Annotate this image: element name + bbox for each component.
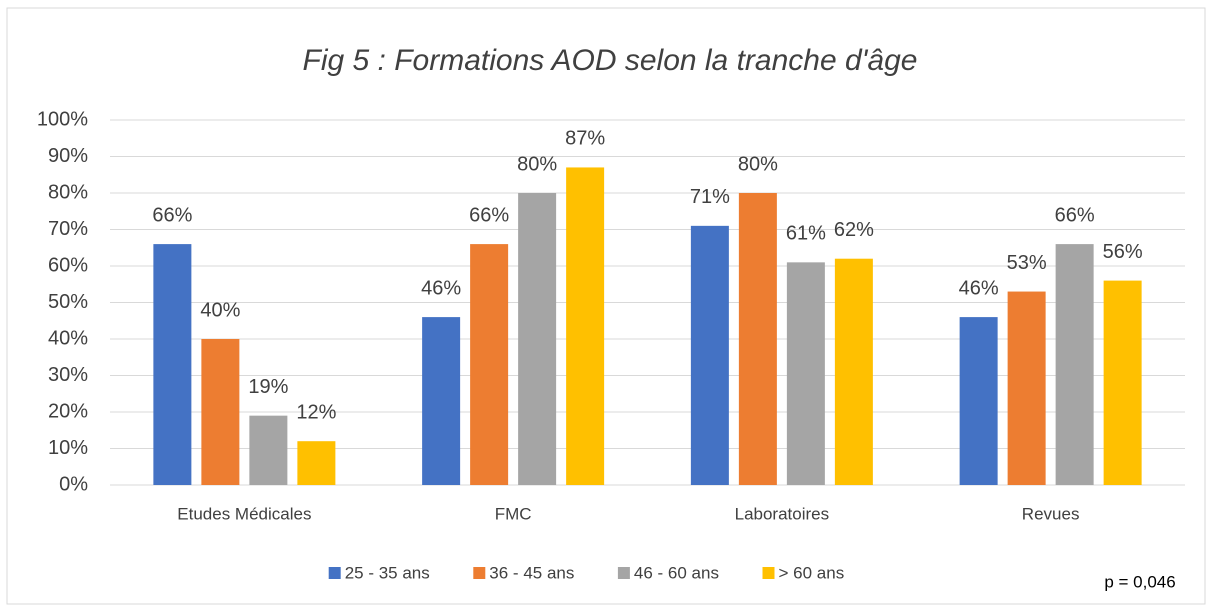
bar — [834, 258, 873, 485]
y-tick-label: 10% — [48, 437, 88, 459]
data-label: 12% — [296, 401, 336, 423]
y-tick-label: 30% — [48, 364, 88, 386]
bar — [566, 167, 605, 485]
x-tick-label: Revues — [1022, 504, 1080, 523]
bar — [1007, 291, 1046, 485]
y-tick-label: 20% — [48, 400, 88, 422]
legend-label: > 60 ans — [779, 563, 845, 582]
bar — [786, 262, 825, 485]
y-tick-label: 40% — [48, 327, 88, 349]
legend-swatch — [617, 567, 630, 579]
bar — [518, 193, 557, 485]
data-label: 66% — [152, 204, 192, 226]
x-tick-label: Etudes Médicales — [177, 504, 311, 523]
data-label: 40% — [200, 299, 240, 321]
data-label: 66% — [1055, 204, 1095, 226]
legend-swatch — [328, 567, 341, 579]
bar — [297, 441, 336, 485]
data-label: 46% — [421, 277, 461, 299]
data-label: 19% — [248, 376, 288, 398]
annotation: p = 0,046 — [1104, 572, 1175, 591]
data-label: 62% — [834, 219, 874, 241]
x-tick-label: FMC — [495, 504, 532, 523]
legend-swatch — [473, 567, 486, 579]
bar — [1103, 280, 1142, 485]
y-tick-label: 80% — [48, 181, 88, 203]
data-label: 66% — [469, 204, 509, 226]
data-label: 56% — [1103, 241, 1143, 263]
legend-label: 46 - 60 ans — [634, 563, 719, 582]
data-label: 61% — [786, 223, 826, 245]
bar — [422, 317, 461, 485]
chart-border — [6, 7, 1206, 605]
legend-label: 25 - 35 ans — [345, 563, 430, 582]
data-label: 87% — [565, 128, 605, 150]
data-label: 53% — [1007, 252, 1047, 274]
bar — [1055, 244, 1094, 485]
y-tick-label: 100% — [37, 108, 88, 130]
chart-title: Fig 5 : Formations AOD selon la tranche … — [303, 44, 918, 77]
bar — [738, 193, 777, 485]
y-tick-label: 60% — [48, 254, 88, 276]
legend-swatch — [762, 567, 775, 579]
data-label: 71% — [690, 186, 730, 208]
bar — [153, 244, 192, 485]
bar — [201, 339, 240, 485]
legend-label: 36 - 45 ans — [489, 563, 574, 582]
y-tick-label: 50% — [48, 291, 88, 313]
y-tick-label: 90% — [48, 145, 88, 167]
bar — [470, 244, 509, 485]
bar — [959, 317, 998, 485]
data-label: 80% — [517, 153, 557, 175]
y-tick-label: 70% — [48, 218, 88, 240]
y-tick-label: 0% — [59, 473, 88, 495]
data-label: 46% — [959, 277, 999, 299]
x-tick-label: Laboratoires — [735, 504, 830, 523]
data-label: 80% — [738, 153, 778, 175]
bar — [249, 415, 288, 485]
bar — [690, 225, 729, 485]
